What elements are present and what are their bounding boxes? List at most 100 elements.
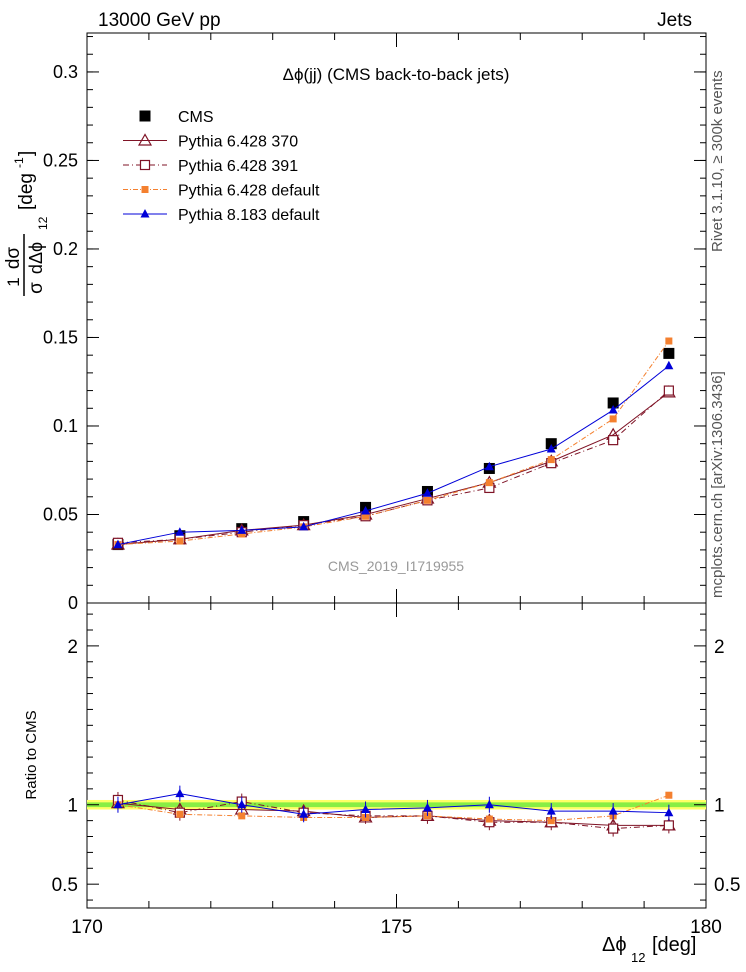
ratio-tick-label-right: 0.5 — [714, 875, 740, 896]
point-cms — [607, 397, 619, 409]
ratio-uncertainty-band — [87, 799, 706, 810]
legend-label-pythia-8-183-default: Pythia 8.183 default — [178, 207, 320, 224]
x-label-sub: 12 — [631, 950, 645, 965]
x-label-symbol: Δϕ — [602, 934, 627, 956]
main-axis-ticks: 0 0.05 0.1 0.15 0.2 0.25 0.3 — [43, 36, 706, 613]
y-label-unit-sup: -1 — [12, 157, 26, 168]
ratio-line-pythia-6-428-391 — [117, 799, 669, 830]
rivet-version-label: Rivet 3.1.10, ≥ 300k events — [709, 70, 726, 252]
point-pythia-8-183-default — [422, 488, 432, 497]
x-axis-label: Δϕ 12 [deg] — [602, 934, 696, 965]
chart-title: Δϕ(jj) (CMS back-to-back jets) — [283, 65, 510, 84]
ratio-point-pythia-6-428-391 — [663, 820, 674, 831]
legend-marker-cms — [139, 110, 151, 122]
point-pythia-8-183-default — [175, 527, 185, 536]
analysis-watermark: CMS_2019_I1719955 — [328, 558, 464, 574]
ratio-point-pythia-8-183-default — [299, 809, 309, 818]
series-line-pythia-6-428-370 — [117, 391, 670, 546]
ratio-point-pythia-8-183-default — [664, 807, 674, 817]
ratio-line-pythia-6-428-370 — [117, 802, 669, 826]
ratio-point-pythia-6-428-default — [485, 815, 493, 823]
series-line-pythia-6-428-391 — [117, 390, 670, 544]
legend-label-pythia-6-428-391: Pythia 6.428 391 — [178, 158, 298, 175]
ratio-line-pythia-6-428-default — [117, 794, 670, 822]
ratio-band-inner — [87, 802, 706, 808]
point-pythia-6-428-default — [485, 479, 493, 487]
ratio-point-pythia-8-183-default — [422, 802, 432, 812]
ratio-tick-label-right: 2 — [714, 637, 725, 658]
series-line-pythia-6-428-default — [117, 340, 670, 546]
point-pythia-6-428-default — [176, 537, 184, 545]
legend-marker-pythia-6-428-391 — [139, 159, 151, 171]
point-pythia-8-183-default — [299, 521, 309, 531]
point-pythia-6-428-391 — [663, 385, 674, 396]
point-pythia-8-183-default — [484, 461, 494, 471]
legend-label-cms: CMS — [178, 109, 214, 126]
point-pythia-6-428-default — [238, 530, 246, 538]
y-label-unit: [deg — [16, 173, 37, 210]
y-tick-label: 0.15 — [43, 327, 78, 347]
y-tick-label: 0.25 — [43, 150, 78, 170]
legend: CMS Pythia 6.428 370 Pythia 6.428 391 Pythi… — [123, 109, 320, 224]
mcplots-label: mcplots.cern.ch [arXiv:1306.3436] — [709, 371, 726, 598]
ratio-point-pythia-8-183-default — [113, 799, 123, 809]
ratio-point-pythia-6-428-default — [176, 810, 184, 818]
y-tick-label: 0.3 — [53, 62, 78, 82]
ratio-point-pythia-6-428-default — [665, 791, 673, 799]
ratio-tick-label: 2 — [67, 637, 78, 658]
ratio-point-pythia-8-183-default — [546, 806, 556, 815]
y-label-frac-den2: dΔϕ — [26, 242, 46, 274]
point-pythia-8-183-default — [546, 443, 556, 453]
y-label-sub: 12 — [36, 216, 50, 230]
legend-marker-pythia-8-183-default — [140, 209, 150, 218]
header-process-label: Jets — [657, 10, 692, 31]
legend-marker-pythia-6-428-default — [141, 186, 149, 193]
ratio-panel-frame — [86, 602, 707, 909]
point-pythia-8-183-default — [237, 525, 247, 534]
point-pythia-6-428-default — [547, 456, 555, 464]
point-cms — [545, 438, 557, 450]
point-pythia-6-428-default — [665, 337, 673, 345]
x-tick-label: 180 — [690, 917, 722, 938]
ratio-tick-label: 0.5 — [52, 875, 78, 896]
point-pythia-8-183-default — [608, 405, 618, 414]
legend-label-pythia-6-428-370: Pythia 6.428 370 — [178, 134, 298, 151]
y-label-unit-close: ] — [16, 151, 37, 156]
ratio-axis-ticks: 0.5 0.5 1 1 2 2 — [52, 613, 740, 901]
y-label-frac-den: σ — [26, 282, 47, 294]
ratio-series-layer — [110, 785, 676, 837]
point-cms — [663, 347, 675, 359]
header-energy-label: 13000 GeV pp — [98, 10, 221, 31]
series-line-pythia-8-183-default — [117, 365, 670, 546]
ratio-point-pythia-8-183-default — [608, 806, 618, 815]
ratio-line-pythia-8-183-default — [117, 793, 669, 815]
y-tick-label: 0.05 — [43, 504, 78, 524]
point-pythia-8-183-default — [664, 360, 674, 370]
point-pythia-6-428-default — [609, 415, 617, 423]
y-tick-label: 0.2 — [53, 239, 78, 259]
x-tick-label: 175 — [381, 917, 413, 938]
point-pythia-6-428-default — [423, 496, 431, 504]
point-pythia-8-183-default — [113, 539, 123, 549]
ratio-point-pythia-6-428-default — [547, 817, 555, 825]
y-tick-label: 0 — [68, 593, 78, 613]
point-pythia-6-428-default — [362, 512, 370, 520]
point-pythia-6-428-391 — [608, 435, 619, 446]
ratio-point-pythia-6-428-default — [238, 812, 246, 820]
y-label-frac-num2: dσ — [3, 247, 24, 270]
ratio-point-pythia-8-183-default — [361, 804, 371, 814]
y-label-frac-num: 1 — [4, 277, 23, 286]
ratio-point-pythia-8-183-default — [237, 799, 247, 809]
legend-label-pythia-6-428-default: Pythia 6.428 default — [178, 183, 320, 200]
x-tick-label: 170 — [71, 917, 103, 938]
main-series-layer — [110, 337, 676, 551]
ratio-point-pythia-6-428-391 — [608, 823, 619, 834]
y-tick-label: 0.1 — [53, 416, 78, 436]
point-pythia-8-183-default — [361, 505, 371, 515]
ratio-tick-label-right: 1 — [714, 796, 725, 817]
x-label-unit: [deg] — [652, 934, 696, 956]
y-axis-label: 1 dσ σ dΔϕ 12 [deg -1 ] — [3, 151, 50, 296]
x-axis-ticks: 170 175 180 — [71, 33, 722, 938]
ratio-y-axis-label: Ratio to CMS — [23, 710, 40, 799]
